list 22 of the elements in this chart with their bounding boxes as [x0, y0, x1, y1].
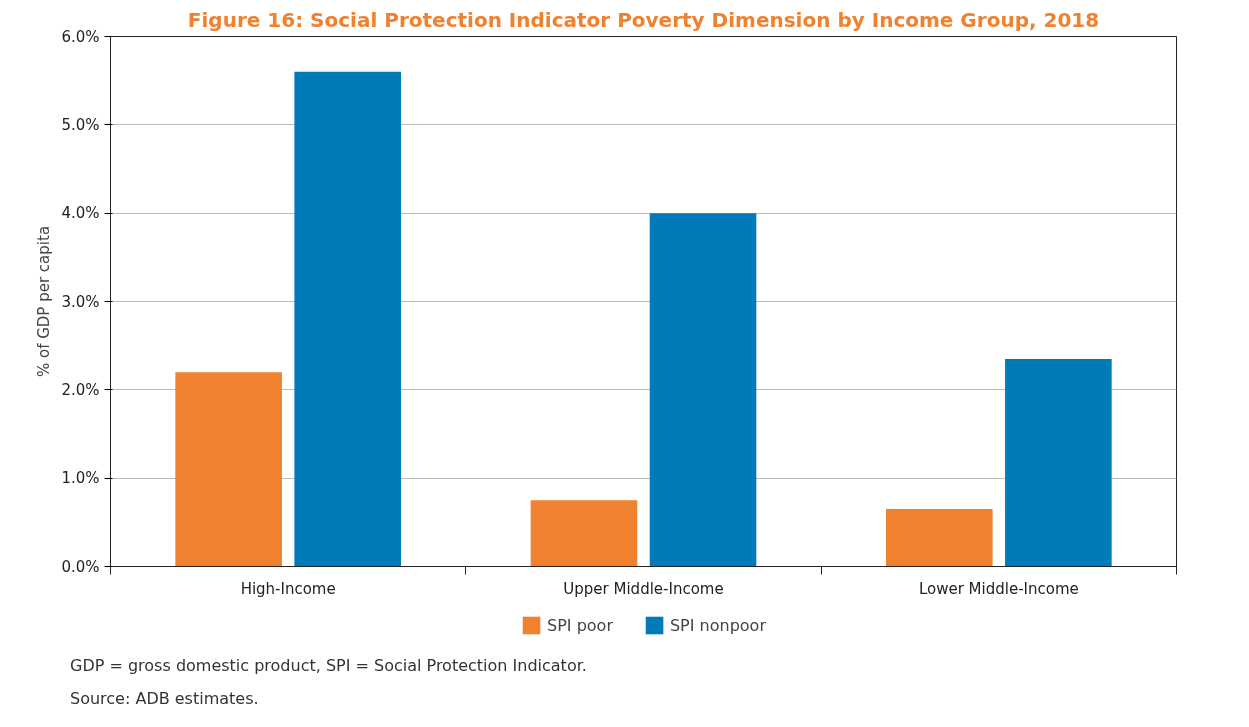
bar	[649, 213, 757, 567]
bar	[886, 509, 993, 567]
y-tick-label: 3.0%	[61, 292, 100, 311]
y-tick-label: 4.0%	[61, 204, 100, 223]
y-axis-title: % of GDP per capita	[35, 225, 54, 378]
text: GDP = gross domestic product, SPI = Social Protection Indicator.	[70, 655, 587, 677]
y-tick-label: 1.0%	[61, 469, 100, 488]
x-tick-label: Lower Middle-Income	[918, 579, 1079, 598]
x-tick-label: Upper Middle-Income	[563, 579, 724, 598]
bar	[175, 372, 282, 567]
y-tick-label: 0.0%	[61, 557, 100, 576]
y-tick-label: 5.0%	[61, 115, 100, 134]
legend-label: SPI nonpoor	[669, 615, 766, 635]
x-tick-label: High-Income	[240, 579, 336, 598]
y-tick-label: 2.0%	[61, 380, 100, 399]
bar	[294, 71, 401, 567]
chart-title: Figure 16: Social Protection Indicator Poverty Dimension by Income Group, 2018	[187, 7, 1100, 32]
bar	[530, 500, 638, 567]
bar	[1005, 358, 1112, 567]
legend-label: SPI poor	[547, 615, 613, 635]
y-tick-label: 6.0%	[61, 27, 100, 46]
source-note: Source: ADB estimates.	[70, 687, 259, 710]
